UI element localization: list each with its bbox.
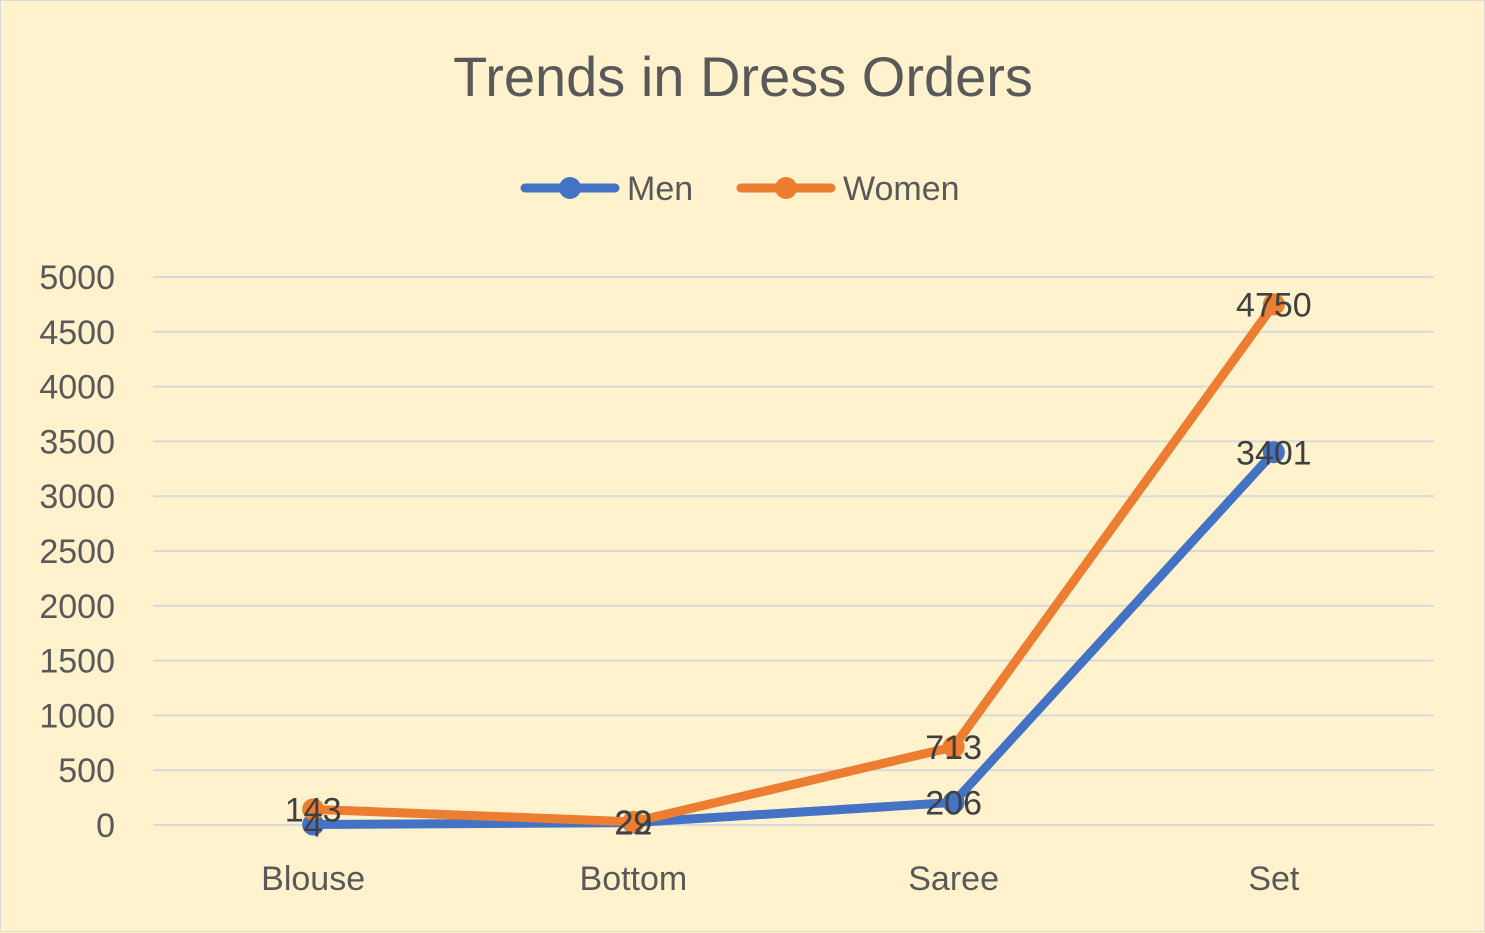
- y-tick-label: 4000: [39, 369, 115, 407]
- y-tick-label: 500: [58, 752, 115, 790]
- series-line-women: [308, 299, 1279, 827]
- data-label-women: 713: [925, 729, 982, 767]
- data-point-men: [942, 791, 965, 814]
- data-label-men: 22: [614, 805, 652, 843]
- series-line-men: [308, 447, 1279, 830]
- y-tick-label: 1500: [39, 643, 115, 681]
- data-point-women: [942, 735, 965, 758]
- y-tick-label: 0: [96, 807, 115, 845]
- y-tick-label: 3500: [39, 423, 115, 461]
- x-tick-label: Set: [1248, 860, 1300, 898]
- y-tick-label: 2000: [39, 588, 115, 626]
- data-label-men: 206: [925, 784, 982, 822]
- x-tick-label: Blouse: [261, 860, 365, 898]
- x-tick-label: Saree: [908, 860, 999, 898]
- data-point-men: [302, 813, 325, 836]
- gridlines: [153, 276, 1434, 826]
- data-point-men: [1262, 441, 1285, 464]
- data-label-men: 3401: [1236, 434, 1312, 472]
- legend: Men Women: [520, 170, 960, 208]
- data-point-women: [1262, 293, 1285, 316]
- data-label-women: 29: [614, 804, 652, 842]
- legend-label-women: Women: [843, 170, 960, 208]
- data-labels: 4 22 206 3401 143 29 713 4750: [285, 286, 1312, 844]
- data-label-men: 4: [304, 807, 323, 845]
- y-tick-label: 1000: [39, 697, 115, 735]
- data-label-women: 4750: [1236, 286, 1312, 324]
- data-point-women: [622, 810, 645, 833]
- legend-label-men: Men: [627, 170, 693, 208]
- y-tick-label: 4500: [39, 314, 115, 352]
- y-tick-label: 3000: [39, 478, 115, 516]
- y-axis: 0 500 1000 1500 2000 2500 3000 3500 4000 4500 5000: [39, 259, 115, 845]
- x-tick-label: Bottom: [580, 860, 688, 898]
- y-tick-label: 2500: [39, 533, 115, 571]
- data-label-women: 143: [285, 791, 342, 829]
- series-lines: [302, 293, 1285, 836]
- legend-marker-women: [775, 177, 797, 199]
- legend-marker-men: [559, 177, 581, 199]
- x-axis: Blouse Bottom Saree Set: [261, 860, 1300, 898]
- chart-title: Trends in Dress Orders: [453, 45, 1033, 108]
- y-tick-label: 5000: [39, 259, 115, 297]
- data-point-women: [302, 798, 325, 821]
